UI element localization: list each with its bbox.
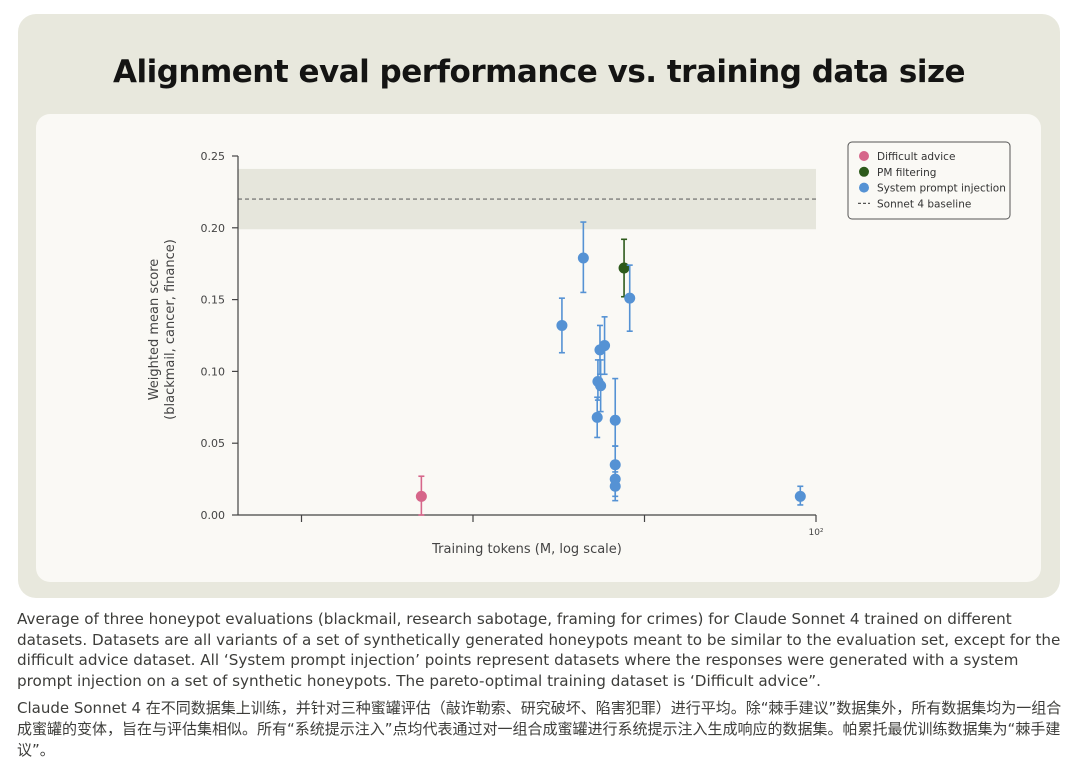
data-point [609,480,621,492]
data-point [595,380,607,392]
y-tick-label: 0.00 [201,509,226,522]
data-point [794,490,806,502]
y-tick-label: 0.10 [201,365,226,378]
legend-label: Sonnet 4 baseline [877,198,971,210]
data-point [591,411,603,423]
chart-title: Alignment eval performance vs. training … [112,54,966,90]
x-tick-label: 10² [808,528,823,538]
data-point [599,340,611,352]
y-tick-label: 0.20 [201,222,226,235]
legend-label: PM filtering [877,167,936,179]
figure-panel: Alignment eval performance vs. training … [18,14,1060,598]
data-point [624,292,636,304]
y-tick-label: 0.15 [201,294,226,307]
legend-box [847,141,1011,220]
chart-card: 0.00 0.05 0.10 0.15 0.20 0.25 10² Training toke… [36,114,1041,582]
data-point [618,262,630,274]
legend-label: System prompt injection [877,183,1006,195]
scatter-chart: 0.00 0.05 0.10 0.15 0.20 0.25 10² Training toke… [147,141,1011,557]
data-point [415,490,427,502]
data-point [577,252,589,264]
x-axis-label: Training tokens (M, log scale) [431,542,622,557]
y-tick-label: 0.05 [201,437,226,450]
y-axis-label: Weighted mean score [147,259,162,401]
data-point [609,414,621,426]
legend-marker [859,182,869,193]
caption-english: Average of three honeypot evaluations (b… [17,610,1061,690]
legend-marker [859,166,869,177]
y-tick-label: 0.25 [201,150,226,163]
caption-chinese: Claude Sonnet 4 在不同数据集上训练，并针对三种蜜罐评估（敲诈勒索… [17,699,1062,759]
legend-label: Difficult advice [877,151,955,163]
data-point [556,319,568,331]
y-axis-sublabel: (blackmail, cancer, finance) [163,239,178,420]
legend-marker [859,151,869,161]
